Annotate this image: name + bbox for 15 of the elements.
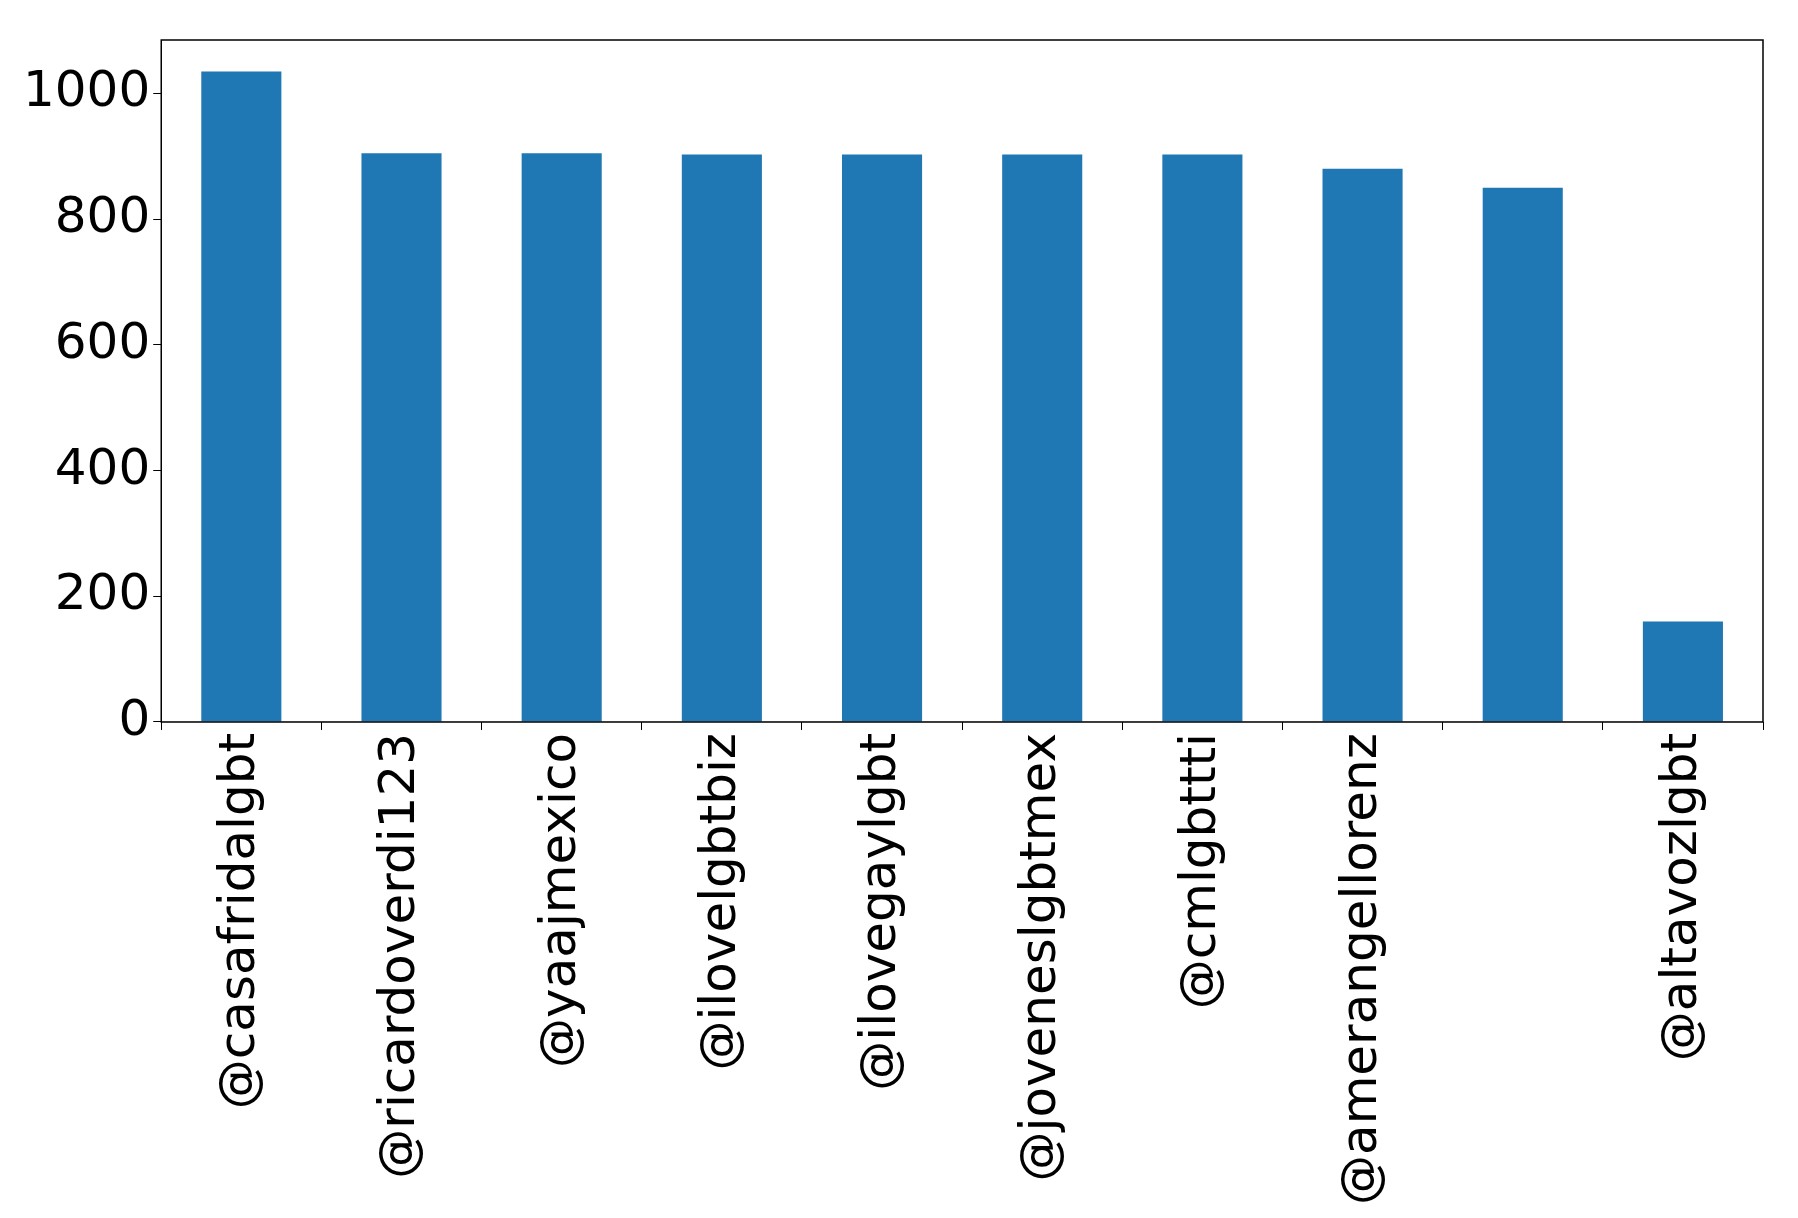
x-tick-label: @casafridalgbt [208, 732, 267, 1110]
x-tick-label: @cmlgbttti [1169, 732, 1228, 1010]
x-tick-label: @yaajmexico [528, 732, 587, 1068]
x-tick-label: @altavozlgbt [1649, 732, 1708, 1062]
x-tick-label: @ilovelgbtbiz [688, 732, 747, 1071]
y-tick-label: 600 [54, 311, 151, 370]
y-tick-label: 1000 [23, 60, 151, 119]
x-tick-label: @amerangellorenz [1329, 732, 1388, 1206]
y-tick-label: 800 [54, 186, 151, 245]
x-tick-label: @ilovegaylgbt [849, 732, 908, 1091]
y-tick-label: 0 [118, 688, 151, 747]
x-tick-label: @ricardoverdi123 [368, 732, 427, 1179]
x-tick-label: @joveneslgbtmex [1009, 732, 1068, 1182]
y-tick-label: 200 [54, 563, 151, 622]
y-tick-label: 400 [54, 437, 151, 496]
